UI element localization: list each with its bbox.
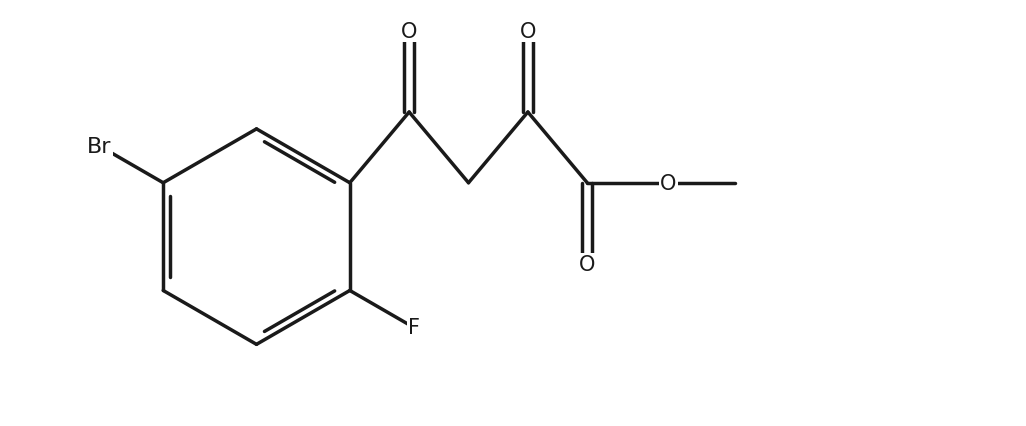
Text: Br: Br xyxy=(87,136,112,156)
Text: O: O xyxy=(661,173,677,193)
Text: F: F xyxy=(407,318,420,338)
Text: O: O xyxy=(401,22,418,42)
Text: O: O xyxy=(520,22,536,42)
Text: O: O xyxy=(579,254,595,274)
